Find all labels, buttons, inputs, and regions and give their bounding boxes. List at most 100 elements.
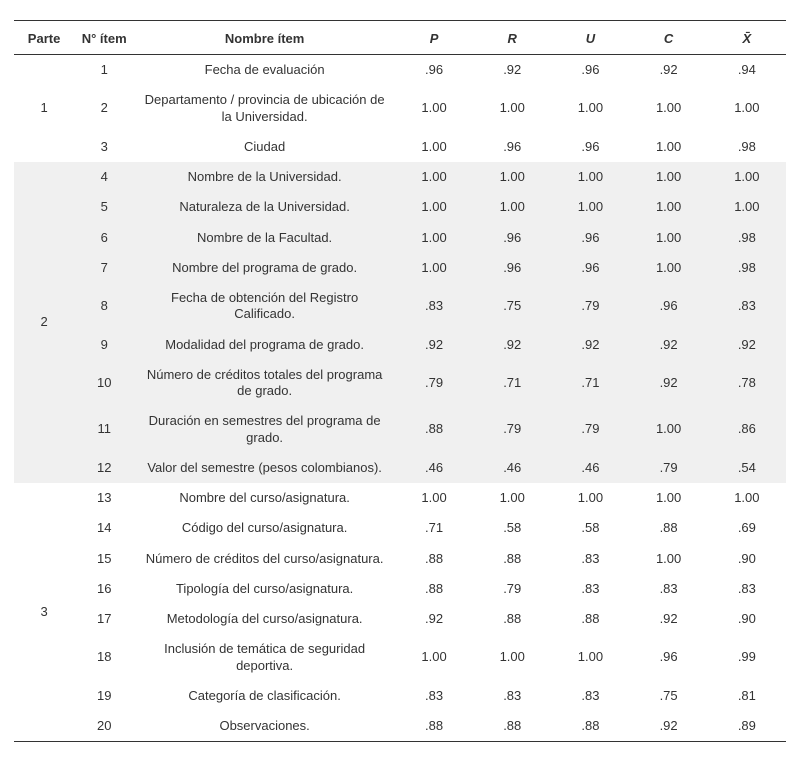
cell-nombre: Observaciones.	[134, 711, 395, 742]
table-row: 17Metodología del curso/asignatura..92.8…	[14, 604, 786, 634]
cell-nombre: Nombre de la Facultad.	[134, 223, 395, 253]
cell-p: .88	[395, 544, 473, 574]
col-parte: Parte	[14, 21, 74, 55]
cell-u: .83	[551, 544, 629, 574]
table-row: 5Naturaleza de la Universidad.1.001.001.…	[14, 192, 786, 222]
cell-r: .92	[473, 55, 551, 86]
table-group: 11Fecha de evaluación.96.92.96.92.942Dep…	[14, 55, 786, 163]
table-row: 20Observaciones..88.88.88.92.89	[14, 711, 786, 742]
cell-u: .46	[551, 453, 629, 483]
cell-nitem: 15	[74, 544, 134, 574]
cell-r: 1.00	[473, 85, 551, 132]
cell-u: 1.00	[551, 483, 629, 513]
cell-u: .71	[551, 360, 629, 407]
cell-nitem: 3	[74, 132, 134, 162]
cell-r: .88	[473, 544, 551, 574]
table-group: 24Nombre de la Universidad.1.001.001.001…	[14, 162, 786, 483]
cell-r: .88	[473, 711, 551, 742]
cell-r: .96	[473, 223, 551, 253]
cell-nombre: Código del curso/asignatura.	[134, 513, 395, 543]
cell-x: .98	[708, 132, 786, 162]
cell-x: .69	[708, 513, 786, 543]
table-row: 9Modalidad del programa de grado..92.92.…	[14, 330, 786, 360]
cell-nombre: Naturaleza de la Universidad.	[134, 192, 395, 222]
col-p: P	[395, 21, 473, 55]
table-row: 18Inclusión de temática de seguridad dep…	[14, 634, 786, 681]
cell-nitem: 20	[74, 711, 134, 742]
table-row: 11Duración en semestres del programa de …	[14, 406, 786, 453]
table-row: 14Código del curso/asignatura..71.58.58.…	[14, 513, 786, 543]
cell-nitem: 8	[74, 283, 134, 330]
table-row: 313Nombre del curso/asignatura.1.001.001…	[14, 483, 786, 513]
cell-x: 1.00	[708, 162, 786, 192]
table-row: 2Departamento / provincia de ubicación d…	[14, 85, 786, 132]
cell-c: .75	[630, 681, 708, 711]
cell-x: 1.00	[708, 85, 786, 132]
cell-x: .90	[708, 604, 786, 634]
cell-p: .88	[395, 406, 473, 453]
table-row: 12Valor del semestre (pesos colombianos)…	[14, 453, 786, 483]
cell-nombre: Nombre de la Universidad.	[134, 162, 395, 192]
cell-x: .54	[708, 453, 786, 483]
cell-parte: 3	[14, 483, 74, 742]
cell-p: .96	[395, 55, 473, 86]
cell-c: .92	[630, 604, 708, 634]
cell-c: 1.00	[630, 162, 708, 192]
cell-c: .96	[630, 283, 708, 330]
cell-r: .79	[473, 574, 551, 604]
cell-x: .89	[708, 711, 786, 742]
cell-x: .98	[708, 253, 786, 283]
cell-x: .83	[708, 574, 786, 604]
cell-nitem: 7	[74, 253, 134, 283]
cell-p: .88	[395, 574, 473, 604]
cell-nombre: Modalidad del programa de grado.	[134, 330, 395, 360]
cell-p: 1.00	[395, 162, 473, 192]
cell-r: .96	[473, 253, 551, 283]
cell-nombre: Nombre del curso/asignatura.	[134, 483, 395, 513]
cell-parte: 2	[14, 162, 74, 483]
cell-c: .92	[630, 330, 708, 360]
cell-u: .96	[551, 253, 629, 283]
table-group: 313Nombre del curso/asignatura.1.001.001…	[14, 483, 786, 742]
cell-p: .71	[395, 513, 473, 543]
cell-r: 1.00	[473, 483, 551, 513]
cell-c: 1.00	[630, 132, 708, 162]
cell-r: 1.00	[473, 192, 551, 222]
cell-nitem: 2	[74, 85, 134, 132]
cell-r: .75	[473, 283, 551, 330]
cell-nombre: Valor del semestre (pesos colombianos).	[134, 453, 395, 483]
cell-nitem: 10	[74, 360, 134, 407]
table-row: 10Número de créditos totales del program…	[14, 360, 786, 407]
col-c: C	[630, 21, 708, 55]
cell-nitem: 11	[74, 406, 134, 453]
col-nombre: Nombre ítem	[134, 21, 395, 55]
cell-nitem: 13	[74, 483, 134, 513]
cell-p: 1.00	[395, 85, 473, 132]
cell-p: 1.00	[395, 483, 473, 513]
cell-c: 1.00	[630, 406, 708, 453]
table-row: 6Nombre de la Facultad.1.00.96.961.00.98	[14, 223, 786, 253]
cell-r: .46	[473, 453, 551, 483]
cell-c: .92	[630, 711, 708, 742]
cell-u: .79	[551, 283, 629, 330]
cell-parte: 1	[14, 55, 74, 163]
cell-r: .96	[473, 132, 551, 162]
table-row: 11Fecha de evaluación.96.92.96.92.94	[14, 55, 786, 86]
cell-p: .83	[395, 283, 473, 330]
cell-x: .92	[708, 330, 786, 360]
col-r: R	[473, 21, 551, 55]
cell-u: .96	[551, 132, 629, 162]
cell-nombre: Nombre del programa de grado.	[134, 253, 395, 283]
cell-p: 1.00	[395, 192, 473, 222]
items-table: Parte N° ítem Nombre ítem P R U C X̄ 11F…	[14, 20, 786, 742]
cell-c: .83	[630, 574, 708, 604]
cell-r: 1.00	[473, 162, 551, 192]
table-row: 7Nombre del programa de grado.1.00.96.96…	[14, 253, 786, 283]
cell-nombre: Duración en semestres del programa de gr…	[134, 406, 395, 453]
cell-p: 1.00	[395, 253, 473, 283]
cell-nitem: 14	[74, 513, 134, 543]
cell-u: .79	[551, 406, 629, 453]
cell-u: .88	[551, 711, 629, 742]
cell-nitem: 16	[74, 574, 134, 604]
cell-p: .83	[395, 681, 473, 711]
